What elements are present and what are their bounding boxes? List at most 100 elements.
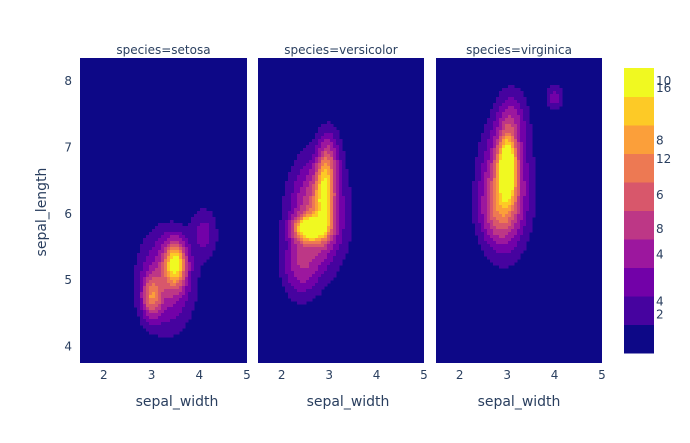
density-cell bbox=[212, 247, 216, 251]
density-cell bbox=[209, 241, 213, 245]
density-cell bbox=[487, 169, 491, 173]
density-cell bbox=[514, 115, 518, 119]
density-cell bbox=[523, 208, 527, 212]
density-cell bbox=[291, 244, 295, 248]
density-cell bbox=[173, 304, 177, 308]
density-cell bbox=[291, 202, 295, 206]
density-cell bbox=[493, 166, 497, 170]
density-cell bbox=[215, 235, 219, 239]
density-cell bbox=[502, 238, 506, 242]
density-cell bbox=[499, 196, 503, 200]
density-cell bbox=[312, 274, 316, 278]
density-cell bbox=[324, 163, 328, 167]
density-cell bbox=[164, 250, 168, 254]
density-cell bbox=[339, 241, 343, 245]
density-cell bbox=[511, 154, 515, 158]
density-cell bbox=[511, 94, 515, 98]
density-cell bbox=[300, 268, 304, 272]
density-cell bbox=[170, 268, 174, 272]
density-cell bbox=[285, 205, 289, 209]
density-cell bbox=[508, 178, 512, 182]
density-cell bbox=[300, 292, 304, 296]
density-cell bbox=[188, 241, 192, 245]
density-cell bbox=[176, 283, 180, 287]
density-cell bbox=[149, 265, 153, 269]
density-cell bbox=[167, 334, 171, 338]
density-cell bbox=[164, 229, 168, 233]
density-cell bbox=[191, 253, 195, 257]
density-cell bbox=[170, 298, 174, 302]
density-cell bbox=[191, 286, 195, 290]
density-cells bbox=[472, 85, 563, 269]
density-cell bbox=[532, 205, 536, 209]
density-cell bbox=[279, 247, 283, 251]
density-cell bbox=[330, 265, 334, 269]
density-cell bbox=[345, 241, 349, 245]
density-cell bbox=[312, 265, 316, 269]
density-cell bbox=[511, 193, 515, 197]
density-cell bbox=[288, 235, 292, 239]
density-cell bbox=[327, 178, 331, 182]
density-cell bbox=[502, 232, 506, 236]
density-cell bbox=[556, 88, 560, 92]
density-cell bbox=[288, 286, 292, 290]
density-cell bbox=[342, 223, 346, 227]
density-cell bbox=[529, 196, 533, 200]
density-cell bbox=[306, 148, 310, 152]
density-cell bbox=[487, 172, 491, 176]
density-cell bbox=[342, 190, 346, 194]
density-cell bbox=[475, 166, 479, 170]
density-cell bbox=[167, 268, 171, 272]
density-cell bbox=[294, 229, 298, 233]
density-cell bbox=[523, 106, 527, 110]
facet-panel-2: species=versicolor bbox=[258, 43, 424, 363]
density-cell bbox=[336, 211, 340, 215]
density-cell bbox=[209, 220, 213, 224]
density-cell bbox=[526, 235, 530, 239]
density-cell bbox=[475, 190, 479, 194]
density-cell bbox=[336, 160, 340, 164]
density-cell bbox=[143, 238, 147, 242]
density-cell bbox=[496, 124, 500, 128]
density-cell bbox=[300, 178, 304, 182]
density-cell bbox=[333, 163, 337, 167]
density-cell bbox=[333, 202, 337, 206]
density-cell bbox=[161, 223, 165, 227]
density-cell bbox=[200, 262, 204, 266]
density-cell bbox=[508, 136, 512, 140]
density-cell bbox=[312, 151, 316, 155]
x-tick-label: 4 bbox=[195, 368, 203, 382]
density-cell bbox=[309, 187, 313, 191]
density-cell bbox=[330, 181, 334, 185]
density-cell bbox=[161, 292, 165, 296]
density-cell bbox=[291, 217, 295, 221]
density-cell bbox=[478, 226, 482, 230]
density-cell bbox=[164, 304, 168, 308]
density-cell bbox=[194, 280, 198, 284]
density-cell bbox=[330, 199, 334, 203]
density-cell bbox=[282, 205, 286, 209]
density-cell bbox=[517, 151, 521, 155]
colorbar-segment bbox=[624, 96, 654, 126]
density-cell bbox=[309, 145, 313, 149]
density-cell bbox=[282, 280, 286, 284]
density-cell bbox=[345, 181, 349, 185]
density-cell bbox=[315, 268, 319, 272]
density-cell bbox=[547, 103, 551, 107]
density-cell bbox=[315, 175, 319, 179]
density-cell bbox=[170, 235, 174, 239]
density-cell bbox=[321, 265, 325, 269]
density-cell bbox=[294, 205, 298, 209]
density-cell bbox=[487, 208, 491, 212]
density-cell bbox=[140, 244, 144, 248]
density-cell bbox=[339, 247, 343, 251]
density-cell bbox=[336, 247, 340, 251]
density-cell bbox=[294, 184, 298, 188]
density-cell bbox=[315, 274, 319, 278]
density-cell bbox=[309, 160, 313, 164]
density-cell bbox=[330, 241, 334, 245]
density-cell bbox=[520, 214, 524, 218]
density-cell bbox=[520, 103, 524, 107]
density-cell bbox=[496, 121, 500, 125]
density-cell bbox=[348, 211, 352, 215]
